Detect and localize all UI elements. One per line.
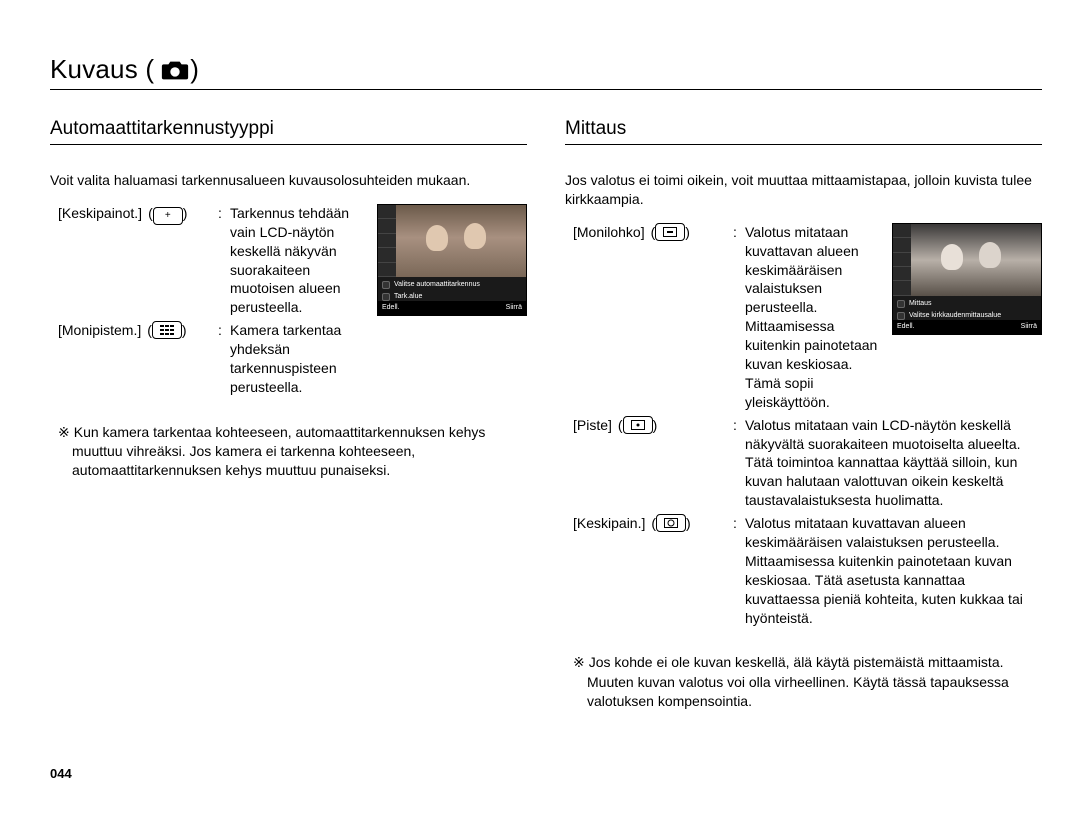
item-icon: () bbox=[651, 223, 690, 242]
left-note: ※Kun kamera tarkentaa kohteeseen, automa… bbox=[64, 423, 527, 481]
ss-bot-right: Siirrä bbox=[506, 304, 522, 311]
right-screenshot: Mittaus Valitse kirkkaudenmittausalue Ed… bbox=[892, 223, 1042, 335]
left-item-1: [Monipistem.] () :Kamera tarkentaa yhdek… bbox=[50, 321, 369, 397]
right-item-2: [Keskipain.] () :Valotus mitataan kuvatt… bbox=[565, 514, 1042, 627]
ss-bot-right: Siirrä bbox=[1021, 323, 1037, 330]
left-item-0: [Keskipainot.] (+) :Tarkennus tehdään va… bbox=[50, 204, 369, 317]
item-desc: Kamera tarkentaa yhdeksän tarkennuspiste… bbox=[230, 321, 369, 397]
page-title-suffix: ) bbox=[190, 54, 199, 85]
right-intro: Jos valotus ei toimi oikein, voit muutta… bbox=[565, 171, 1042, 209]
item-label: [Monilohko] bbox=[573, 223, 645, 242]
ss-line1: Valitse automaattitarkennus bbox=[394, 281, 480, 288]
page-title-row: Kuvaus ( ) bbox=[50, 54, 1042, 90]
ss-line1: Mittaus bbox=[909, 300, 932, 307]
item-label: [Monipistem.] bbox=[58, 321, 141, 340]
right-heading: Mittaus bbox=[565, 118, 1042, 145]
right-note: ※Jos kohde ei ole kuvan keskellä, älä kä… bbox=[579, 653, 1042, 711]
item-desc: Valotus mitataan kuvattavan alueen keski… bbox=[745, 223, 884, 412]
note-prefix: ※ bbox=[573, 654, 585, 670]
item-desc: Tarkennus tehdään vain LCD-näytön keskel… bbox=[230, 204, 369, 317]
item-label: [Keskipainot.] bbox=[58, 204, 142, 223]
page-number: 044 bbox=[50, 766, 72, 781]
ss-bot-left: Edell. bbox=[897, 323, 915, 330]
left-intro: Voit valita haluamasi tarkennusalueen ku… bbox=[50, 171, 527, 190]
ss-bot-left: Edell. bbox=[382, 304, 400, 311]
note-prefix: ※ bbox=[58, 424, 70, 440]
right-column: Mittaus Jos valotus ei toimi oikein, voi… bbox=[565, 118, 1042, 711]
item-desc: Valotus mitataan vain LCD-näytön keskell… bbox=[745, 416, 1042, 510]
item-label: [Piste] bbox=[573, 416, 612, 435]
left-heading: Automaattitarkennustyyppi bbox=[50, 118, 527, 145]
note-text: Kun kamera tarkentaa kohteeseen, automaa… bbox=[72, 424, 485, 479]
ss-line2: Tark.alue bbox=[394, 293, 422, 300]
ss-line2: Valitse kirkkaudenmittausalue bbox=[909, 312, 1001, 319]
item-desc: Valotus mitataan kuvattavan alueen keski… bbox=[745, 514, 1042, 627]
camera-icon bbox=[160, 58, 190, 82]
note-text: Jos kohde ei ole kuvan keskellä, älä käy… bbox=[587, 654, 1009, 709]
right-item-0: [Monilohko] () :Valotus mitataan kuvatta… bbox=[565, 223, 884, 412]
item-icon: (+) bbox=[148, 204, 187, 225]
item-icon: () bbox=[618, 416, 657, 435]
left-column: Automaattitarkennustyyppi Voit valita ha… bbox=[50, 118, 527, 711]
item-icon: () bbox=[147, 321, 186, 340]
right-item-1: [Piste] () :Valotus mitataan vain LCD-nä… bbox=[565, 416, 1042, 510]
item-label: [Keskipain.] bbox=[573, 514, 645, 533]
item-icon: () bbox=[651, 514, 690, 533]
page-title: Kuvaus ( bbox=[50, 54, 154, 85]
left-screenshot: Valitse automaattitarkennus Tark.alue Ed… bbox=[377, 204, 527, 316]
